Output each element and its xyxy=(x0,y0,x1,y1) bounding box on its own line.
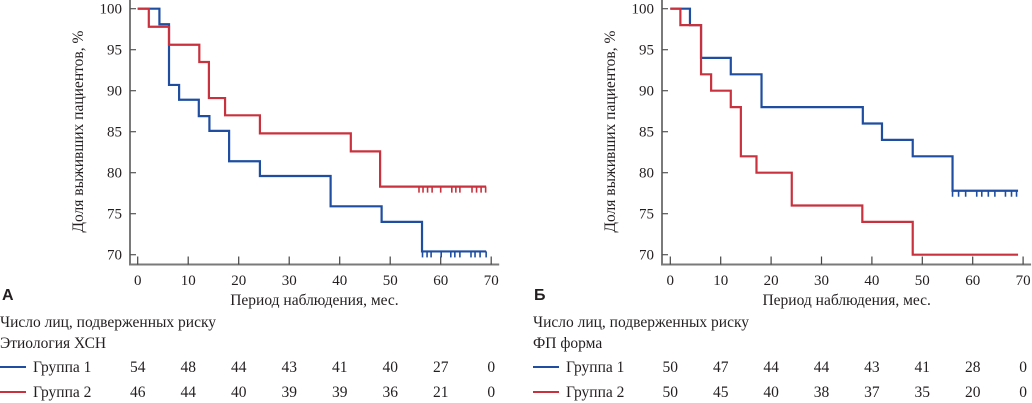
risk-count: 21 xyxy=(433,384,449,401)
x-tick-label: 20 xyxy=(764,273,779,289)
risk-count: 44 xyxy=(231,359,247,376)
risk-count: 44 xyxy=(814,359,830,376)
risk-count: 40 xyxy=(382,359,398,376)
survival-curve-1 xyxy=(670,7,1019,192)
x-tick-label: 20 xyxy=(231,273,246,289)
risk-count: 27 xyxy=(433,359,449,376)
risk-count: 46 xyxy=(130,384,146,401)
x-tick-label: 60 xyxy=(433,273,448,289)
y-axis-title: Доля выживших пациентов, % xyxy=(70,31,87,233)
risk-count: 41 xyxy=(915,359,931,376)
x-tick-label: 70 xyxy=(484,273,499,289)
panel-a: 70 75 80 85 90 95 100 0 10 20 30 40 50 60 70 Период наб… xyxy=(0,0,500,401)
y-tick-label: 75 xyxy=(639,207,654,223)
risk-count: 0 xyxy=(1019,359,1027,376)
x-tick-label: 50 xyxy=(915,273,930,289)
risk-count: 47 xyxy=(713,359,729,376)
risk-count: 45 xyxy=(713,384,729,401)
risk-count: 44 xyxy=(180,384,196,401)
x-tick-label: 30 xyxy=(282,273,297,289)
risk-table-title: Число лиц, подверженных риску xyxy=(0,314,216,331)
x-axis-title: Период наблюдения, мес. xyxy=(230,292,398,309)
risk-count: 20 xyxy=(965,384,981,401)
risk-count: 50 xyxy=(663,384,679,401)
risk-count: 39 xyxy=(332,384,348,401)
x-tick-label: 60 xyxy=(965,273,980,289)
y-tick-label: 90 xyxy=(639,84,654,100)
risk-row-label: Группа 2 xyxy=(566,384,624,401)
x-tick-label: 40 xyxy=(864,273,879,289)
y-tick-label: 80 xyxy=(639,166,654,182)
risk-count: 40 xyxy=(231,384,247,401)
risk-count: 44 xyxy=(763,359,779,376)
survival-curve-1 xyxy=(137,7,487,253)
risk-count: 43 xyxy=(864,359,880,376)
risk-table-subtitle: Этиология ХСН xyxy=(0,335,106,352)
x-tick-label: 50 xyxy=(383,273,398,289)
risk-count: 0 xyxy=(487,384,495,401)
x-tick-label: 30 xyxy=(814,273,829,289)
x-tick-label: 10 xyxy=(713,273,728,289)
risk-count: 28 xyxy=(965,359,981,376)
x-tick-label: 40 xyxy=(332,273,347,289)
risk-count: 38 xyxy=(814,384,830,401)
x-axis-title: Период наблюдения, мес. xyxy=(762,292,930,309)
risk-count: 36 xyxy=(382,384,398,401)
risk-table-subtitle: ФП форма xyxy=(533,335,602,352)
x-tick-label: 0 xyxy=(667,273,675,289)
y-tick-label: 85 xyxy=(107,125,122,141)
risk-count: 54 xyxy=(130,359,146,376)
risk-row-label: Группа 1 xyxy=(33,359,91,376)
risk-count: 0 xyxy=(487,359,495,376)
y-tick-label: 90 xyxy=(107,84,122,100)
y-tick-label: 80 xyxy=(107,166,122,182)
risk-row-label: Группа 1 xyxy=(566,359,624,376)
y-tick-label: 95 xyxy=(107,43,122,59)
risk-count: 50 xyxy=(663,359,679,376)
risk-table-title: Число лиц, подверженных риску xyxy=(533,314,749,331)
risk-count: 35 xyxy=(915,384,931,401)
x-tick-label: 10 xyxy=(181,273,196,289)
panel-b: 70 75 80 85 90 95 100 0 10 20 30 40 50 60 70 Период наб… xyxy=(533,0,1032,401)
risk-count: 37 xyxy=(864,384,880,401)
y-tick-label: 75 xyxy=(107,207,122,223)
risk-count: 41 xyxy=(332,359,348,376)
y-tick-label: 100 xyxy=(632,2,655,18)
risk-count: 48 xyxy=(180,359,196,376)
y-tick-label: 70 xyxy=(107,248,122,264)
survival-curve-2 xyxy=(137,7,487,188)
y-tick-label: 85 xyxy=(639,125,654,141)
risk-row-label: Группа 2 xyxy=(33,384,91,401)
y-tick-label: 95 xyxy=(639,43,654,59)
y-tick-label: 100 xyxy=(100,2,123,18)
panel-letter: А xyxy=(2,287,14,304)
panel-letter: Б xyxy=(534,287,546,304)
survival-curve-2 xyxy=(670,7,1019,256)
x-tick-label: 70 xyxy=(1016,273,1031,289)
risk-count: 40 xyxy=(763,384,779,401)
risk-count: 0 xyxy=(1019,384,1027,401)
risk-count: 39 xyxy=(281,384,297,401)
risk-count: 43 xyxy=(281,359,297,376)
y-tick-label: 70 xyxy=(639,248,654,264)
y-axis-title: Доля выживших пациентов, % xyxy=(602,31,619,233)
x-tick-label: 0 xyxy=(134,273,142,289)
